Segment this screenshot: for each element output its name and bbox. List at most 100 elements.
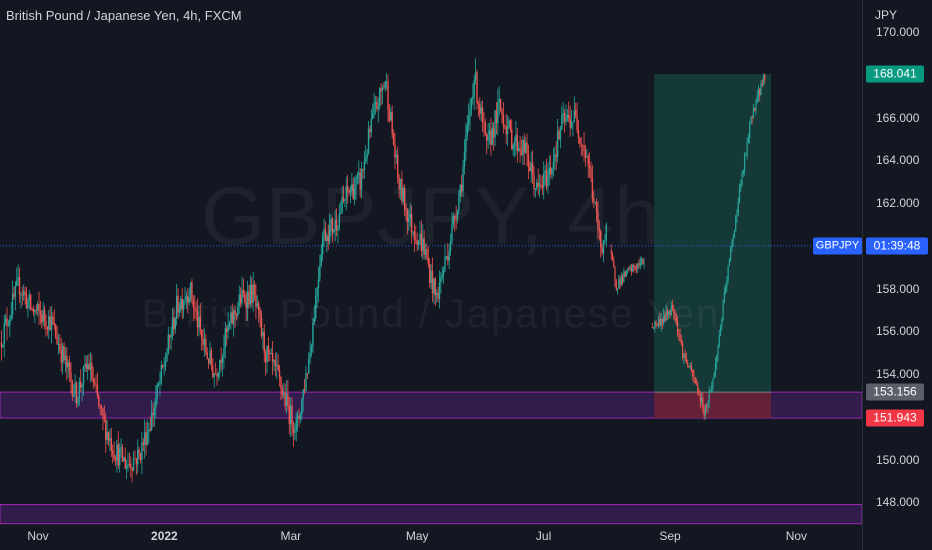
price-candle-316 [440, 277, 442, 283]
price-candle-244 [340, 213, 342, 214]
price-candle-275 [383, 87, 385, 89]
price-candle-158 [220, 360, 222, 363]
price-candle-104 [145, 432, 147, 446]
price-candle-356 [495, 110, 498, 124]
price-candle-192 [267, 345, 270, 353]
projection-a-candle-14 [628, 268, 630, 270]
price-candle-191 [266, 345, 268, 363]
price-candle-95 [132, 458, 135, 471]
symbol-title[interactable]: British Pound / Japanese Yen, 4h, FXCM [6, 8, 242, 23]
price-candle-251 [349, 190, 352, 193]
price-candle-360 [501, 110, 503, 115]
price-candle-85 [118, 448, 121, 466]
price-candle-306 [426, 249, 428, 258]
price-candle-167 [232, 310, 235, 324]
price-candle-201 [280, 377, 282, 389]
price-candle-259 [360, 168, 363, 190]
long-position-profit-zone [654, 73, 772, 393]
price-candle-341 [474, 72, 477, 81]
projection-b-candle-36 [697, 385, 699, 395]
price-candle-237 [330, 219, 332, 225]
price-candle-160 [223, 348, 225, 358]
price-candle-70 [98, 396, 100, 406]
projection-b-candle-81 [754, 107, 756, 111]
price-candle-242 [337, 227, 339, 231]
projection-b-candle-44 [707, 402, 709, 408]
price-candle-78 [109, 438, 111, 441]
price-candle-22 [31, 308, 33, 310]
projection-b-candle-23 [680, 340, 682, 344]
price-candle-268 [373, 104, 375, 114]
projection-b-candle-38 [699, 394, 701, 403]
price-candle-397 [552, 161, 555, 169]
price-candle-368 [512, 145, 514, 150]
price-chart[interactable] [0, 0, 862, 528]
price-candle-118 [164, 361, 167, 367]
price-candle-426 [593, 198, 595, 202]
price-candle-338 [470, 99, 473, 110]
price-candle-139 [194, 307, 196, 309]
projection-a-candle-19 [634, 267, 636, 269]
price-candle-353 [491, 127, 493, 145]
price-candle-153 [213, 373, 215, 377]
price-candle-223 [310, 346, 313, 352]
price-candle-135 [188, 297, 190, 303]
projection-b-candle-45 [708, 392, 710, 403]
price-candle-121 [169, 334, 171, 338]
price-candle-257 [358, 172, 360, 175]
price-candle-111 [155, 398, 157, 408]
projection-a-candle-6 [618, 279, 620, 289]
price-candle-405 [563, 113, 566, 122]
price-candle-21 [29, 294, 32, 309]
price-candle-249 [346, 186, 349, 191]
projection-b-candle-66 [735, 216, 737, 231]
price-candle-330 [459, 184, 462, 196]
projection-a-candle-0 [610, 250, 612, 254]
price-candle-75 [105, 419, 107, 441]
price-candle-40 [56, 337, 58, 345]
price-candle-430 [598, 228, 601, 232]
price-candle-254 [353, 188, 356, 200]
price-candle-59 [82, 366, 85, 385]
price-candle-91 [127, 463, 129, 466]
projection-b-candle-3 [655, 321, 657, 324]
price-candle-228 [317, 278, 320, 289]
price-candle-101 [141, 442, 143, 461]
price-candle-136 [189, 282, 192, 298]
price-candle-435 [605, 224, 607, 241]
price-candle-253 [352, 184, 354, 200]
price-tick-158.000: 158.000 [876, 281, 920, 296]
price-candle-303 [422, 238, 424, 251]
price-candle-62 [86, 364, 89, 369]
price-candle-274 [381, 87, 384, 92]
price-candle-117 [163, 366, 165, 367]
price-candle-174 [242, 289, 245, 295]
price-candle-379 [527, 154, 530, 167]
projection-b-candle-82 [755, 101, 757, 111]
price-candle-413 [575, 110, 577, 116]
price-candle-113 [157, 383, 160, 386]
projection-a-candle-17 [632, 264, 634, 272]
price-candle-319 [444, 256, 446, 270]
projection-b-candle-83 [756, 96, 758, 102]
projection-b-candle-87 [761, 83, 763, 86]
price-candle-194 [270, 352, 272, 354]
projection-b-candle-22 [679, 334, 681, 341]
projection-b-candle-18 [674, 313, 676, 319]
entry-price-tag: 153.156 [866, 383, 924, 401]
price-candle-272 [378, 87, 381, 107]
price-candle-331 [460, 184, 463, 192]
price-candle-108 [150, 413, 153, 430]
price-candle-329 [458, 195, 460, 211]
price-candle-186 [259, 310, 261, 318]
price-candle-318 [442, 269, 445, 275]
projection-b-candle-78 [750, 117, 752, 125]
price-candle-220 [306, 373, 309, 374]
price-candle-311 [433, 278, 435, 294]
projection-b-candle-59 [726, 280, 728, 289]
price-candle-46 [64, 356, 67, 361]
price-candle-408 [568, 114, 570, 119]
projection-b-candle-71 [741, 173, 743, 185]
price-candle-416 [579, 138, 581, 144]
